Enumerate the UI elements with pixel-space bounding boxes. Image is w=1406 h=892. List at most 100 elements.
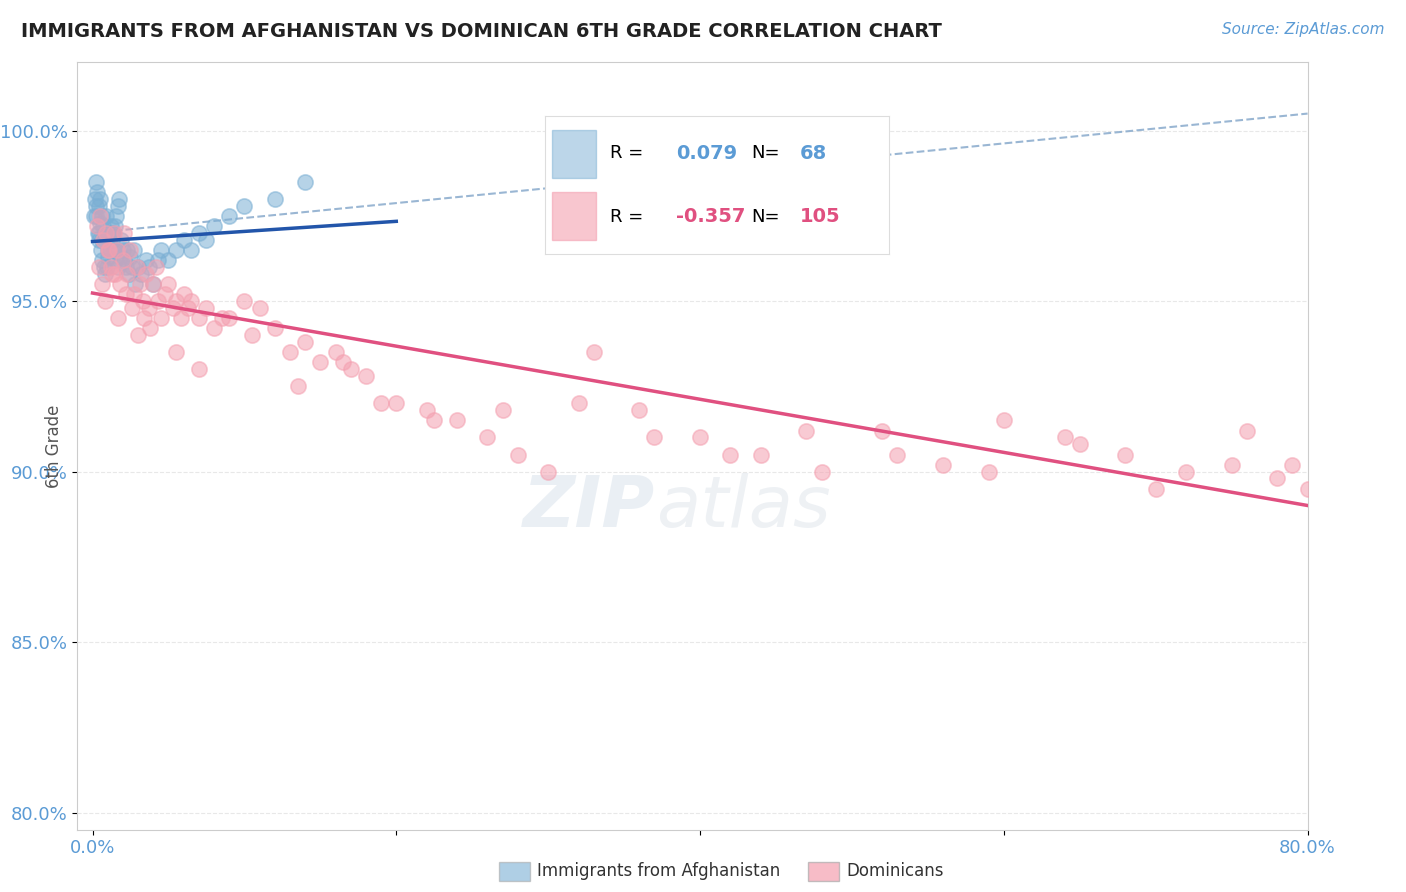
Point (105, 243, 128, 257)
Point (103, 226, 125, 240)
Point (127, 260, 149, 274)
Point (122, 287, 145, 301)
Point (932, 458, 955, 472)
Point (872, 424, 894, 438)
Point (263, 321, 285, 335)
Point (165, 243, 187, 257)
Point (643, 430, 665, 444)
Point (1144, 482, 1167, 496)
Point (1372, 482, 1395, 496)
Point (135, 267, 157, 281)
Point (115, 287, 138, 301)
Point (83, 209, 105, 223)
Point (100, 260, 122, 274)
Point (309, 355, 332, 369)
Point (84, 199, 107, 213)
Point (110, 233, 132, 247)
Point (124, 277, 146, 291)
Point (1265, 471, 1288, 485)
Point (287, 379, 309, 393)
Point (157, 277, 180, 291)
Point (89, 233, 111, 247)
Point (121, 260, 143, 274)
Point (145, 260, 167, 274)
Point (162, 301, 184, 315)
Point (120, 243, 142, 257)
Point (105, 243, 128, 257)
Point (97, 226, 120, 240)
Point (506, 448, 529, 462)
Point (446, 413, 468, 427)
Point (138, 301, 160, 315)
Point (96, 260, 118, 274)
Point (138, 260, 160, 274)
Point (86, 185, 108, 199)
Point (93, 294, 115, 309)
Point (84, 175, 107, 189)
Point (233, 294, 256, 309)
Point (211, 311, 233, 326)
Point (195, 301, 218, 315)
Point (118, 267, 141, 281)
Point (810, 465, 832, 479)
Point (121, 301, 143, 315)
Point (202, 219, 225, 233)
Point (117, 243, 139, 257)
Point (415, 403, 437, 417)
Point (240, 328, 263, 343)
Point (97, 243, 120, 257)
Point (89, 192, 111, 206)
Point (97, 243, 120, 257)
Point (385, 396, 408, 410)
Point (108, 277, 131, 291)
Point (146, 294, 169, 309)
Point (111, 253, 134, 268)
Point (108, 192, 131, 206)
Point (1236, 424, 1258, 438)
Point (89, 209, 111, 223)
Point (993, 413, 1015, 427)
Point (165, 294, 187, 309)
Point (177, 301, 200, 315)
Point (90, 277, 112, 291)
Point (294, 175, 316, 189)
Point (1357, 465, 1379, 479)
Point (101, 226, 124, 240)
Point (796, 424, 818, 438)
Text: ZIP: ZIP (523, 473, 655, 541)
Text: Source: ZipAtlas.com: Source: ZipAtlas.com (1222, 22, 1385, 37)
Point (104, 267, 127, 281)
Point (169, 311, 191, 326)
Point (87, 199, 110, 213)
Point (1281, 458, 1303, 472)
Point (332, 355, 354, 369)
Point (187, 362, 209, 376)
Point (94, 267, 117, 281)
Point (96, 226, 118, 240)
Point (187, 226, 209, 240)
Point (149, 311, 172, 326)
Point (125, 260, 148, 274)
Point (278, 345, 301, 359)
Point (117, 267, 139, 281)
Point (582, 345, 605, 359)
Point (173, 287, 195, 301)
Point (370, 396, 392, 410)
Point (120, 250, 142, 264)
Y-axis label: 6th Grade: 6th Grade (45, 404, 63, 488)
Point (108, 250, 131, 264)
Point (96, 209, 118, 223)
Point (90, 243, 112, 257)
Point (491, 403, 513, 417)
Point (98, 243, 121, 257)
Point (218, 311, 240, 326)
Point (325, 345, 347, 359)
Point (90, 233, 112, 247)
Point (93, 260, 115, 274)
Point (628, 403, 651, 417)
Point (134, 311, 156, 326)
Point (749, 448, 772, 462)
Point (83, 192, 105, 206)
Point (122, 243, 145, 257)
Point (100, 233, 122, 247)
